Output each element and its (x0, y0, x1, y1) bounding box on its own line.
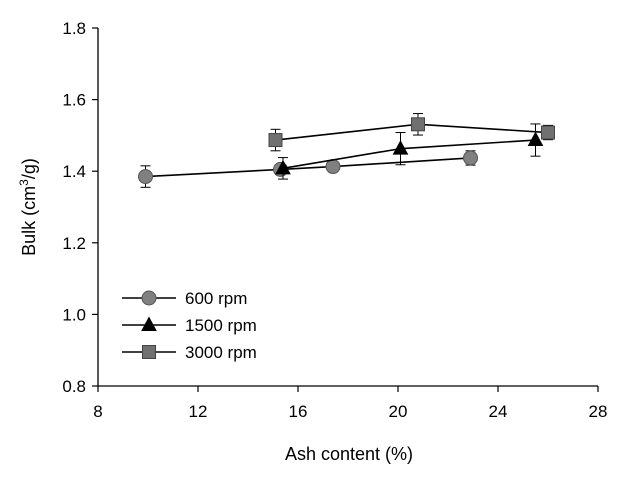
data-point (275, 159, 291, 175)
data-point (541, 125, 555, 140)
legend-item: 1500 rpm (122, 316, 257, 335)
data-point (325, 159, 341, 175)
data-point (138, 169, 153, 185)
x-tick-label: 12 (189, 402, 208, 421)
data-point (392, 140, 409, 155)
series-3000-rpm (268, 113, 555, 152)
series-layer (138, 113, 555, 188)
data-point (527, 131, 544, 147)
y-tick-label: 1.0 (62, 305, 86, 324)
axes: 0.8 1.0 1.2 1.4 1.6 1.8 8 12 16 20 24 28 (62, 19, 607, 421)
x-tick-label: 28 (589, 402, 608, 421)
legend-item: 600 rpm (122, 289, 247, 308)
x-tick-label: 24 (489, 402, 508, 421)
legend-label: 1500 rpm (185, 316, 257, 335)
legend-marker (141, 290, 157, 306)
y-axis-title-tail: /g) (19, 158, 39, 179)
y-tick-label: 1.6 (62, 91, 86, 110)
y-tick-label: 1.2 (62, 234, 86, 253)
y-tick-label: 0.8 (62, 377, 86, 396)
y-tick-label: 1.8 (62, 19, 86, 38)
legend-marker (141, 316, 157, 331)
y-tick-label: 1.4 (62, 162, 86, 181)
legend: 600 rpm 1500 rpm 3000 rpm (122, 289, 257, 362)
data-point (411, 117, 425, 132)
x-tick-label: 8 (93, 402, 102, 421)
data-point (463, 150, 478, 166)
x-tick-label: 16 (289, 402, 308, 421)
x-axis-title: Ash content (%) (285, 444, 413, 464)
series-1500-rpm (275, 123, 544, 180)
legend-item: 3000 rpm (122, 343, 257, 362)
legend-label: 3000 rpm (185, 343, 257, 362)
x-tick-label: 20 (389, 402, 408, 421)
series-600-rpm (138, 150, 478, 188)
legend-label: 600 rpm (185, 289, 247, 308)
series-line (145, 157, 471, 178)
y-axis-title: Bulk (cm3/g) (17, 158, 39, 256)
y-axis-title-main: Bulk (cm (19, 186, 39, 256)
y-axis-title-sup: 3 (17, 179, 31, 186)
legend-marker (142, 345, 156, 359)
data-point (268, 133, 283, 148)
series-line (282, 139, 536, 170)
